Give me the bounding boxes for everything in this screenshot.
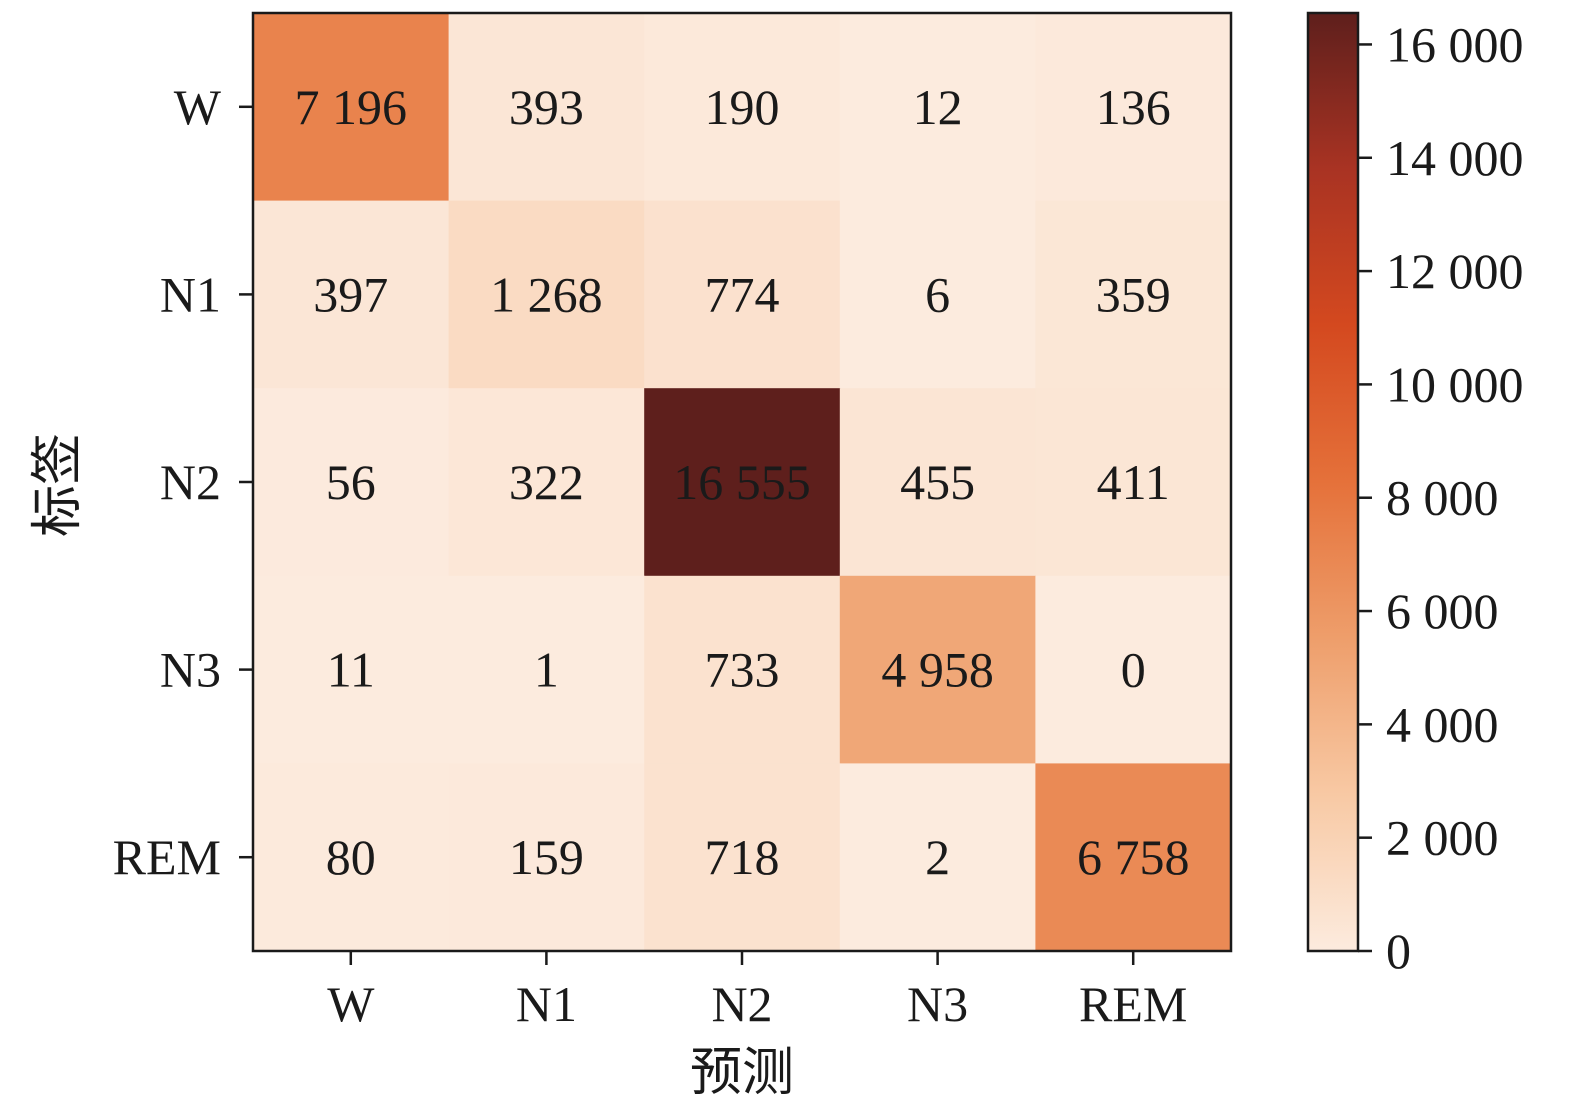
y-tick-label: REM [113,829,221,885]
colorbar-tick-label: 4 000 [1386,696,1499,752]
heatmap-cell [448,575,645,764]
heatmap-cells [253,13,1232,952]
cell-value-label: 190 [705,79,780,135]
cell-value-label: 80 [326,829,376,885]
heatmap-cell [839,388,1036,577]
y-tick-label: N1 [160,266,221,322]
y-axis: W N1 N2 N3 REM [113,79,253,885]
cell-value-label: 322 [509,454,584,510]
colorbar-tick-label: 10 000 [1386,356,1524,412]
cell-value-label: 455 [900,454,975,510]
heatmap-cell [1035,763,1232,952]
heatmap-cell [644,13,841,202]
cell-value-label: 4 958 [881,642,994,698]
cell-value-label: 359 [1096,266,1171,322]
cell-value-label: 6 758 [1077,829,1190,885]
heatmap-cell [644,575,841,764]
y-tick-label: N2 [160,454,221,510]
heatmap-cell [253,200,450,389]
y-tick-label: N3 [160,642,221,698]
heatmap-cell [644,388,841,577]
heatmap-cell [644,763,841,952]
heatmap-cell [253,763,450,952]
cell-value-label: 16 555 [673,454,811,510]
heatmap-cell [448,200,645,389]
x-axis: W N1 N2 N3 REM [327,951,1187,1032]
x-axis-title: 预测 [690,1045,794,1102]
x-tick-label: REM [1079,976,1187,1032]
colorbar-tick-label: 14 000 [1386,130,1524,186]
colorbar-tick-label: 12 000 [1386,243,1524,299]
heatmap-cell [253,388,450,577]
heatmap-cell [839,763,1036,952]
heatmap-cell [1035,200,1232,389]
cell-value-label: 136 [1096,79,1171,135]
colorbar-tick-label: 0 [1386,923,1411,979]
cell-value-label: 1 268 [490,266,603,322]
cell-value-label: 1 [534,642,559,698]
heatmap-cell [1035,13,1232,202]
heatmap-cell [448,13,645,202]
heatmap-cell [253,575,450,764]
cell-value-label: 2 [925,829,950,885]
cell-value-label: 774 [705,266,780,322]
cell-value-label: 0 [1121,642,1146,698]
x-tick-label: N2 [711,976,772,1032]
cell-value-label: 159 [509,829,584,885]
heatmap-cell [839,200,1036,389]
y-tick-label: W [174,79,222,135]
heatmap-cell [253,13,450,202]
colorbar-tick-label: 8 000 [1386,470,1499,526]
heatmap-cell [1035,575,1232,764]
colorbar-tick-label: 2 000 [1386,810,1499,866]
cell-value-label: 7 196 [295,79,408,135]
x-tick-label: N3 [907,976,968,1032]
heatmap-cell [644,200,841,389]
colorbar [1306,11,1360,953]
cell-value-label: 411 [1097,454,1170,510]
colorbar-tick-label: 16 000 [1386,16,1524,72]
heatmap-cell [1035,388,1232,577]
colorbar-axis: 0 2 000 4 000 6 000 8 000 10 000 12 000 14 000 1… [1358,16,1524,979]
cell-value-label: 12 [913,79,963,135]
colorbar-tick-label: 6 000 [1386,583,1499,639]
heatmap-cell [448,388,645,577]
cell-value-label: 11 [327,642,375,698]
cell-value-label: 397 [313,266,388,322]
cell-value-label: 6 [925,266,950,322]
heatmap-cell [839,13,1036,202]
x-tick-label: W [327,976,375,1032]
cell-value-label: 733 [705,642,780,698]
cell-value-label: 56 [326,454,376,510]
y-axis-title: 标签 [30,433,87,537]
x-tick-label: N1 [516,976,577,1032]
heatmap-cell [448,763,645,952]
cell-value-label: 393 [509,79,584,135]
cell-value-label: 718 [705,829,780,885]
heatmap-cell [839,575,1036,764]
